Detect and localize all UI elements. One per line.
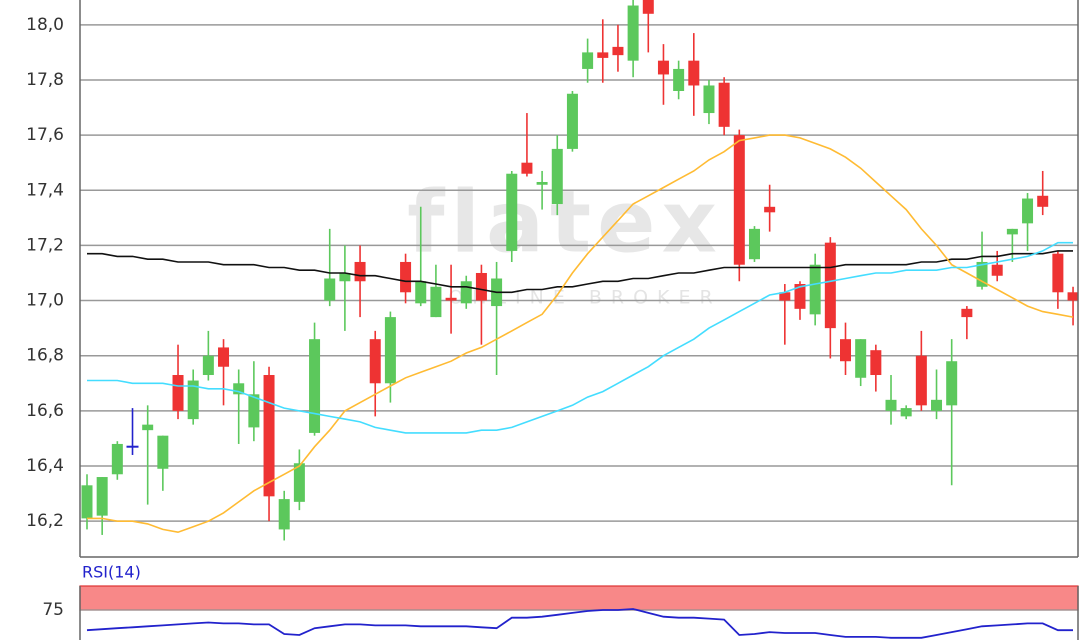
candle-body xyxy=(384,317,396,384)
candle-body xyxy=(96,477,108,516)
candle-body xyxy=(536,181,548,185)
y-tick-label: 17,8 xyxy=(26,70,64,90)
candle-body xyxy=(1067,292,1078,301)
candle-body xyxy=(582,52,594,69)
candle-body xyxy=(521,162,533,174)
candle-body xyxy=(764,206,776,213)
candle-body xyxy=(339,272,351,282)
candle-body xyxy=(931,399,943,411)
candle-body xyxy=(915,355,927,406)
candle-body xyxy=(202,355,214,376)
moving-average-line xyxy=(87,134,1074,534)
candle-body xyxy=(1052,253,1064,293)
candle-body xyxy=(733,135,745,265)
moving-average-line xyxy=(87,250,1073,294)
candle-body xyxy=(991,264,1003,276)
watermark: flatex xyxy=(407,172,723,272)
candle-body xyxy=(718,82,730,127)
candle-body xyxy=(157,435,169,469)
candle-body xyxy=(430,286,442,318)
candle-body xyxy=(946,361,958,406)
candle-body xyxy=(748,228,760,260)
candle-body xyxy=(415,281,427,304)
y-tick-label: 75 xyxy=(42,600,64,620)
y-tick-label: 17,2 xyxy=(26,235,64,255)
watermark-sub: ONLINE BROKER xyxy=(448,287,721,309)
y-tick-label: 18,0 xyxy=(26,15,64,35)
y-tick-label: 16,4 xyxy=(26,456,64,476)
candle-body xyxy=(1022,198,1034,224)
candles xyxy=(81,0,1078,541)
rsi-line xyxy=(86,608,1073,639)
candle-body xyxy=(900,408,912,417)
candle-body xyxy=(460,281,472,304)
moving-average-line xyxy=(87,241,1073,434)
y-tick-label: 17,4 xyxy=(26,180,64,200)
candle-body xyxy=(324,278,336,301)
candle-body xyxy=(885,399,897,411)
candle-body xyxy=(1037,195,1049,207)
candle-body xyxy=(870,350,882,376)
panel-title: RSI(14) xyxy=(82,563,141,582)
candle-body xyxy=(612,46,624,56)
candle-body xyxy=(855,339,867,378)
candle-body xyxy=(506,173,518,251)
candle-body xyxy=(187,380,199,420)
candle-body xyxy=(445,297,457,301)
candle-body xyxy=(597,52,609,58)
candle-body xyxy=(81,485,93,519)
candle-body xyxy=(566,93,578,149)
candle-body xyxy=(627,5,639,61)
y-tick-label: 17,0 xyxy=(26,291,64,311)
candle-body xyxy=(142,424,154,431)
price-panel: flatex ONLINE BROKER 16,2 16,4 16,6 16,8 17,0 1… xyxy=(26,0,1079,558)
candle-body xyxy=(976,261,988,287)
candle-body xyxy=(657,60,669,75)
candle-body xyxy=(278,499,290,530)
candle-body xyxy=(309,339,321,433)
candle-body xyxy=(248,394,260,428)
candle-body xyxy=(218,347,230,367)
candle-body xyxy=(703,85,715,114)
y-tick-label: 17,6 xyxy=(26,125,64,145)
candle-body xyxy=(961,308,973,318)
candle-body xyxy=(369,339,381,384)
candle-body xyxy=(263,375,275,497)
candle-body xyxy=(809,264,821,315)
candle-body xyxy=(400,261,412,293)
y-tick-label: 16,2 xyxy=(26,511,64,531)
candle-body xyxy=(475,272,487,301)
candle-body xyxy=(172,375,184,411)
candle-body xyxy=(233,383,245,395)
overbought-zone xyxy=(79,585,1079,611)
candle-body xyxy=(688,60,700,86)
candle-body xyxy=(551,148,563,205)
candle-body xyxy=(794,284,806,309)
candle-body xyxy=(642,0,654,14)
candle-body xyxy=(354,261,366,282)
candle-body xyxy=(673,68,685,91)
rsi-lines xyxy=(86,608,1073,639)
y-tick-label: 16,8 xyxy=(26,346,64,366)
y-tick-label: 16,6 xyxy=(26,401,64,421)
rsi-panel: RSI(14) 75 xyxy=(42,563,1079,640)
candle-body xyxy=(779,292,791,301)
candle-body xyxy=(111,443,123,475)
candle-body xyxy=(293,463,305,502)
candle-body xyxy=(1006,228,1018,235)
candle-body xyxy=(824,242,836,329)
candle-body xyxy=(840,339,851,362)
